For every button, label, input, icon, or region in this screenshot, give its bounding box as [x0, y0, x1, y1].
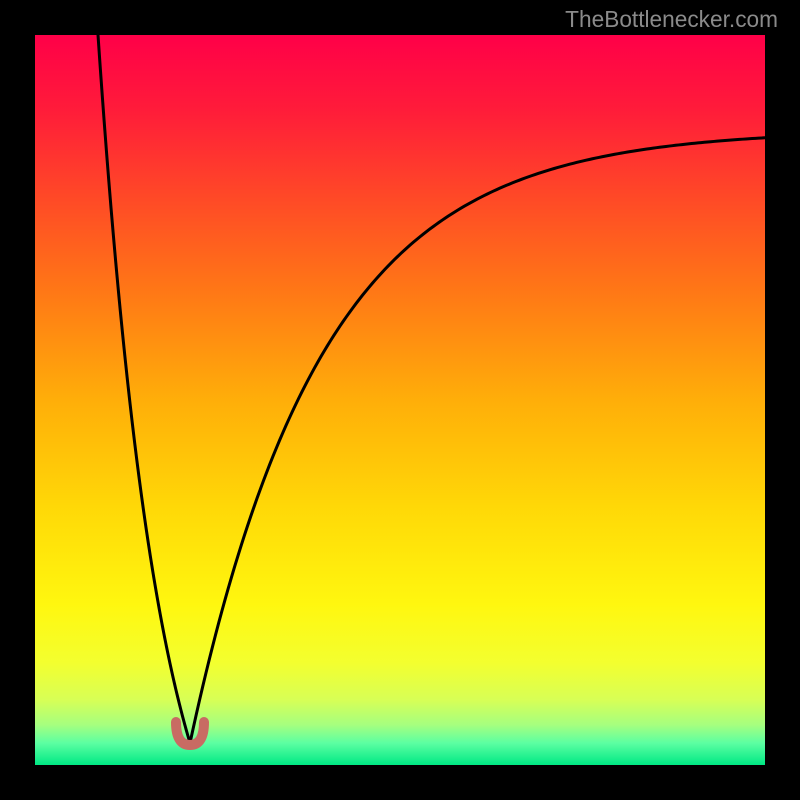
watermark-text: TheBottlenecker.com: [565, 6, 778, 33]
gradient-background: [35, 35, 765, 765]
plot-area: [35, 35, 765, 765]
chart-stage: TheBottlenecker.com: [0, 0, 800, 800]
plot-svg: [35, 35, 765, 765]
